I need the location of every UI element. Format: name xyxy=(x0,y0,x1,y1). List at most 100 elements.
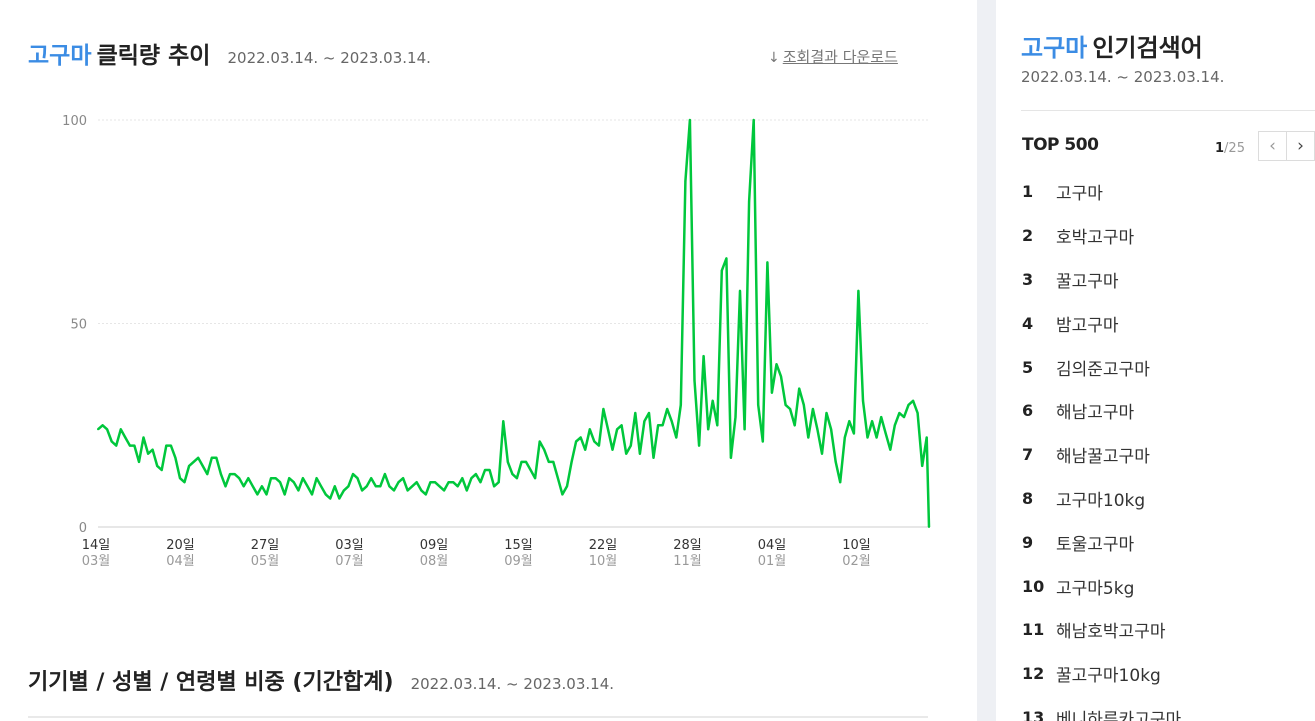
data-point xyxy=(379,485,382,488)
rank-number: 12 xyxy=(1022,664,1045,684)
data-point xyxy=(579,436,582,439)
data-point xyxy=(229,473,231,476)
x-tick-day: 09일 xyxy=(420,538,449,553)
data-point xyxy=(602,408,605,410)
rank-number: 7 xyxy=(1022,445,1034,465)
data-point xyxy=(830,428,833,431)
rank-item[interactable]: 10 고구마5kg xyxy=(1022,564,1181,608)
data-point xyxy=(575,440,578,443)
data-point xyxy=(893,424,896,427)
rank-item[interactable]: 3 꿀고구마 xyxy=(1022,258,1181,302)
data-point xyxy=(101,424,104,427)
data-point xyxy=(625,452,628,455)
rank-item[interactable]: 11 해남호박고구마 xyxy=(1022,608,1181,652)
x-axis: 14일03월20일04월27일05월03일07월09일08월15일09월22일1… xyxy=(82,538,871,569)
data-point xyxy=(661,424,664,427)
data-point xyxy=(912,399,915,402)
data-point xyxy=(825,412,828,414)
data-point xyxy=(406,489,409,492)
next-page-button[interactable]: › xyxy=(1286,131,1315,161)
data-point xyxy=(465,489,468,492)
rank-keyword[interactable]: 김의준고구마 xyxy=(1056,359,1150,380)
data-point xyxy=(106,428,109,431)
rank-keyword[interactable]: 고구마5kg xyxy=(1056,578,1135,599)
rank-number: 2 xyxy=(1022,226,1034,246)
data-point xyxy=(593,440,596,443)
data-point xyxy=(907,403,910,406)
data-point xyxy=(315,477,318,480)
rank-item[interactable]: 12 꿀고구마10kg xyxy=(1022,652,1181,696)
data-point xyxy=(288,477,291,480)
rank-keyword[interactable]: 꿀고구마 xyxy=(1056,271,1119,292)
data-point xyxy=(597,444,600,447)
data-point xyxy=(165,444,168,447)
rank-keyword[interactable]: 밤고구마 xyxy=(1056,315,1119,336)
data-point xyxy=(479,481,482,484)
rank-item[interactable]: 4 밤고구마 xyxy=(1022,301,1181,345)
rank-keyword[interactable]: 토울고구마 xyxy=(1056,534,1135,555)
data-point xyxy=(884,432,887,435)
x-tick-month: 07월 xyxy=(335,554,364,569)
data-point xyxy=(643,420,646,423)
download-results-link[interactable]: ↓ 조회결과 다운로드 xyxy=(768,46,898,67)
side-date-range: 2022.03.14. ~ 2023.03.14. xyxy=(1021,68,1225,86)
rank-keyword[interactable]: 고구마10kg xyxy=(1056,490,1146,511)
data-point xyxy=(789,408,792,410)
rank-number: 13 xyxy=(1022,707,1045,721)
data-point xyxy=(138,460,140,463)
data-point xyxy=(780,375,782,378)
data-point xyxy=(638,452,641,455)
chart-title: 클릭량 추이 xyxy=(96,43,211,69)
data-point xyxy=(538,440,541,443)
data-point xyxy=(311,493,313,496)
data-point xyxy=(306,485,309,488)
data-point xyxy=(151,448,154,451)
rank-keyword[interactable]: 호박고구마 xyxy=(1056,228,1135,249)
rank-number: 6 xyxy=(1022,401,1034,421)
data-point xyxy=(693,379,696,382)
top-label: TOP 500 xyxy=(1022,135,1099,155)
x-tick-day: 04일 xyxy=(758,538,787,553)
y-tick-label: 50 xyxy=(70,318,87,333)
rank-item[interactable]: 1 고구마 xyxy=(1022,170,1181,214)
data-point xyxy=(342,489,345,492)
data-point xyxy=(374,485,377,488)
rank-keyword[interactable]: 해남호박고구마 xyxy=(1056,622,1166,643)
rank-item[interactable]: 9 토울고구마 xyxy=(1022,520,1181,564)
rank-item[interactable]: 6 해남고구마 xyxy=(1022,389,1181,433)
data-point xyxy=(679,403,682,406)
data-point xyxy=(506,460,509,463)
data-point xyxy=(739,289,741,292)
rank-keyword[interactable]: 꿀고구마10kg xyxy=(1056,666,1161,687)
data-point xyxy=(880,416,883,419)
data-point xyxy=(274,477,277,480)
rank-keyword[interactable]: 해남고구마 xyxy=(1056,403,1135,424)
data-point xyxy=(925,436,928,439)
data-point xyxy=(119,428,122,431)
data-point xyxy=(488,469,491,471)
rank-item[interactable]: 5 김의준고구마 xyxy=(1022,345,1181,389)
data-point xyxy=(502,420,505,423)
rank-item[interactable]: 13 베니하루카고구마 xyxy=(1022,696,1181,721)
rank-number: 8 xyxy=(1022,488,1034,508)
data-point xyxy=(402,477,405,480)
data-point xyxy=(720,269,723,272)
side-divider xyxy=(1021,110,1315,111)
rank-keyword[interactable]: 고구마 xyxy=(1056,184,1103,205)
side-title: 고구마 인기검색어 xyxy=(1021,28,1203,63)
rank-keyword[interactable]: 해남꿀고구마 xyxy=(1056,447,1150,468)
rank-item[interactable]: 7 해남꿀고구마 xyxy=(1022,433,1181,477)
prev-page-button[interactable]: ‹ xyxy=(1258,131,1287,161)
data-point xyxy=(584,448,587,451)
data-point xyxy=(265,493,268,496)
rank-keyword[interactable]: 베니하루카고구마 xyxy=(1056,709,1182,721)
data-point xyxy=(928,526,930,528)
data-point xyxy=(511,473,514,476)
rank-item[interactable]: 2 호박고구마 xyxy=(1022,214,1181,258)
data-point xyxy=(675,436,678,439)
rank-item[interactable]: 8 고구마10kg xyxy=(1022,477,1181,521)
data-point xyxy=(857,289,860,292)
data-point xyxy=(688,119,691,121)
data-point xyxy=(174,456,177,459)
data-point xyxy=(520,460,523,463)
